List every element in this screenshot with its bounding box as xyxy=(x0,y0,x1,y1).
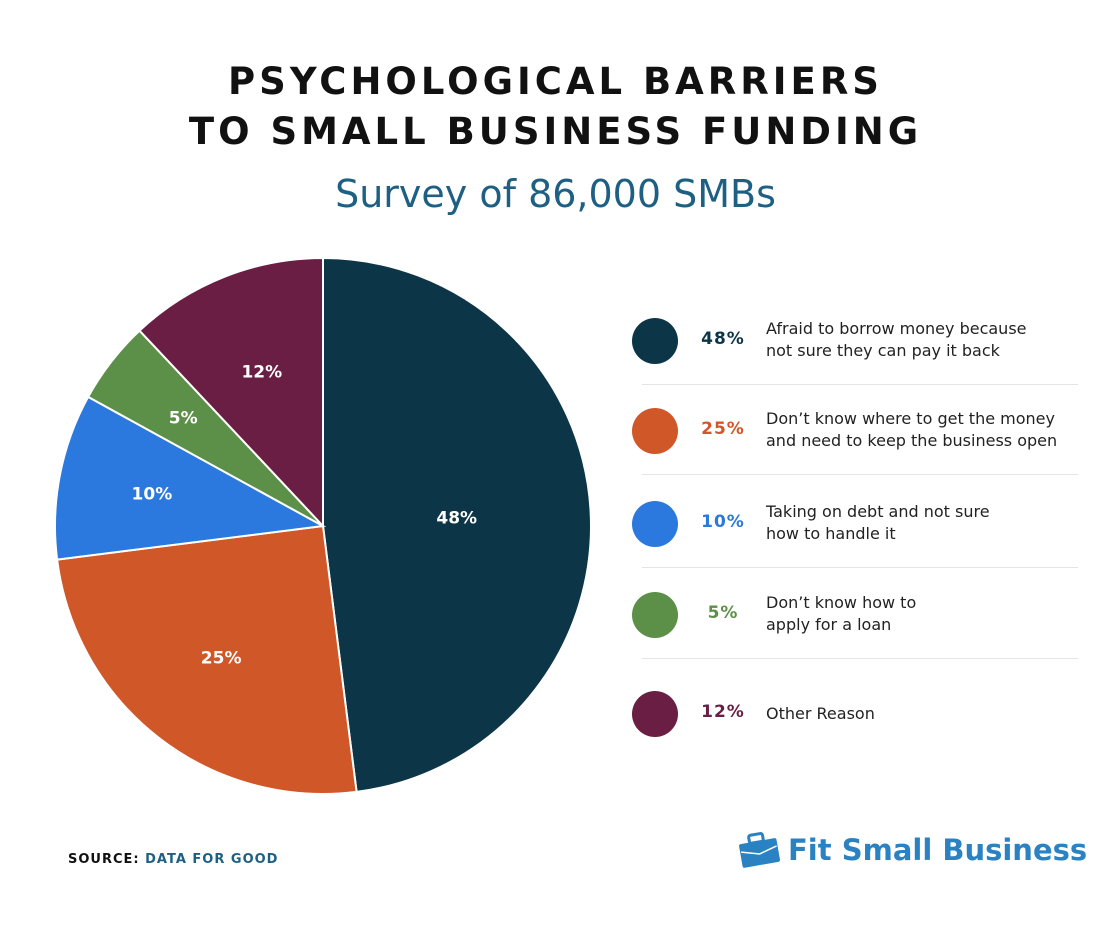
legend-swatch xyxy=(632,501,678,547)
pie-slice-10 xyxy=(54,395,327,561)
legend-description: Don’t know how to apply for a loan xyxy=(766,593,917,634)
legend-description: Don’t know where to get the money and nee… xyxy=(766,409,1058,450)
legend-swatch xyxy=(632,318,678,364)
legend-percent: 10% xyxy=(701,512,745,532)
pie-slice-48 xyxy=(322,256,592,794)
source: SOURCE: DATA FOR GOOD xyxy=(68,852,278,867)
legend-swatch xyxy=(632,408,678,454)
logo-text: Fit Small Business xyxy=(788,833,1088,867)
legend-description: Afraid to borrow money because not sure t… xyxy=(766,319,1027,360)
legend-divider xyxy=(642,474,1078,475)
pie-label: 12% xyxy=(241,363,282,383)
legend-item: 12% Other Reason xyxy=(632,675,1080,755)
legend-percent: 5% xyxy=(707,603,739,623)
legend-swatch xyxy=(632,691,678,737)
legend-swatch xyxy=(632,592,678,638)
legend-divider xyxy=(642,658,1078,659)
pie-label: 10% xyxy=(132,484,173,504)
source-label: SOURCE: xyxy=(68,852,140,867)
pie-chart: 48% 25% 10% 5% 12% xyxy=(54,256,592,795)
legend-item: 5% Don’t know how to apply for a loan xyxy=(632,576,1080,656)
legend-divider xyxy=(642,567,1078,568)
legend-divider xyxy=(642,384,1078,385)
legend-item: 25% Don’t know where to get the money and … xyxy=(632,392,1080,472)
legend-description: Other Reason xyxy=(766,704,875,723)
title-line-2: TO SMALL BUSINESS FUNDING xyxy=(188,110,923,153)
title-line-1: PSYCHOLOGICAL BARRIERS xyxy=(228,60,883,103)
legend-item: 10% Taking on debt and not sure how to han… xyxy=(632,485,1080,565)
legend-percent: 48% xyxy=(701,329,745,349)
logo: Fit Small Business xyxy=(738,832,1087,868)
legend-description: Taking on debt and not sure how to handle… xyxy=(766,502,990,543)
legend-percent: 25% xyxy=(701,419,745,439)
pie-slice-25 xyxy=(55,524,358,795)
pie-label: 48% xyxy=(436,509,477,529)
pie-label: 25% xyxy=(201,648,242,668)
legend-percent: 12% xyxy=(701,702,745,722)
briefcase-icon xyxy=(739,832,780,868)
pie-slice-12 xyxy=(138,256,324,529)
source-value: DATA FOR GOOD xyxy=(145,852,279,867)
pie-label: 5% xyxy=(169,409,198,429)
subtitle: Survey of 86,000 SMBs xyxy=(335,172,776,216)
legend-item: 48% Afraid to borrow money because not sur… xyxy=(632,302,1080,382)
